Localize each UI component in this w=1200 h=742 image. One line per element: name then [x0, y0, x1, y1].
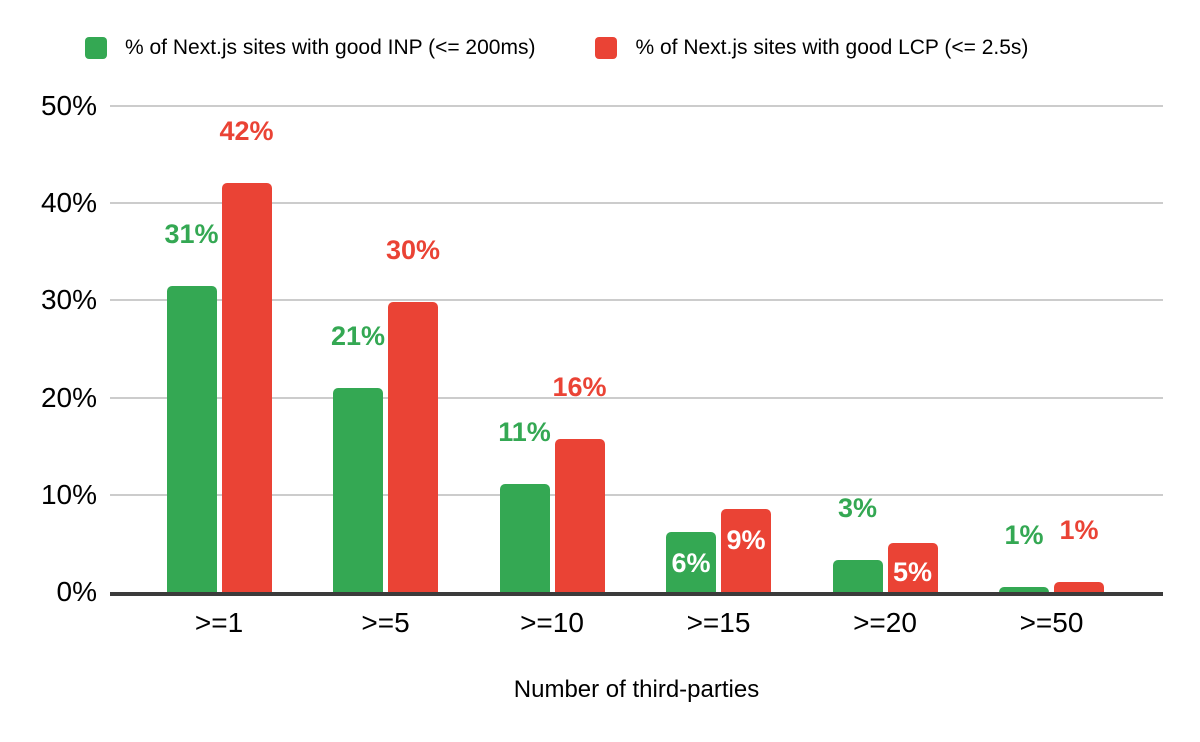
bar-value-label: 1% — [1059, 515, 1099, 546]
bar-value-label: 5% — [892, 557, 933, 587]
x-axis-title: Number of third-parties — [513, 676, 760, 703]
x-tick-label: >=5 — [361, 607, 410, 638]
bar-group->=50: 1% 1% — [999, 106, 1104, 592]
x-axis: >=1 >=5 >=10 >=15 >=20 >=50 — [110, 606, 1163, 640]
y-tick-label: 30% — [40, 284, 97, 316]
bar-lcp->=50 — [1054, 582, 1104, 592]
bar-value-label: 42% — [219, 115, 274, 146]
bar-inp->=50 — [999, 587, 1049, 592]
bar-value-label: 21% — [330, 320, 386, 351]
bar-value-label: 1% — [1004, 520, 1044, 551]
bar-group->=15: 6% 9% — [666, 106, 771, 592]
legend: % of Next.js sites with good INP (<= 200… — [85, 36, 1028, 60]
y-axis: 50% 40% 30% 20% 10% 0% — [0, 92, 97, 606]
gridline — [110, 202, 1163, 205]
x-tick-label: >=15 — [686, 607, 751, 638]
bar-lcp->=5 — [388, 302, 438, 592]
gridline — [110, 493, 1163, 496]
bar-inp->=15 — [666, 531, 716, 592]
bar-value-label: 31% — [164, 218, 219, 249]
bar-lcp->=1 — [221, 182, 272, 592]
bar-lcp->=10 — [554, 439, 605, 592]
y-tick-label: 40% — [40, 187, 97, 219]
x-axis-baseline — [110, 592, 1163, 596]
gridline — [110, 299, 1163, 302]
y-tick-label: 20% — [40, 381, 97, 413]
gridline — [110, 105, 1163, 107]
legend-label-inp: % of Next.js sites with good INP (<= 200… — [125, 36, 536, 59]
y-tick-label: 10% — [40, 478, 97, 510]
bar-value-label: 3% — [837, 492, 878, 523]
y-tick-label: 0% — [56, 576, 97, 607]
bar-lcp->=15 — [721, 509, 771, 592]
bar-value-label: 11% — [498, 417, 551, 448]
bar-group->=10: 11% 16% — [498, 106, 607, 592]
x-tick-label: >=50 — [1019, 607, 1084, 638]
bar-value-label: 9% — [726, 525, 766, 556]
bar-value-label: 30% — [385, 235, 441, 266]
bar-inp->=5 — [333, 387, 383, 592]
x-tick-label: >=1 — [194, 607, 244, 638]
x-tick-label: >=20 — [853, 607, 917, 638]
lcp-series-swatch-icon — [595, 37, 618, 59]
bar-value-label: 16% — [552, 372, 607, 403]
bar-inp->=1 — [166, 285, 217, 592]
bar-lcp->=20 — [887, 543, 938, 592]
bar-value-label: 6% — [671, 547, 711, 578]
x-tick-label: >=10 — [520, 607, 584, 638]
bar-group->=1: 31% 42% — [164, 106, 274, 592]
y-tick-label: 50% — [40, 90, 97, 121]
bar-inp->=10 — [499, 484, 550, 592]
legend-item-inp: % of Next.js sites with good INP (<= 200… — [85, 36, 535, 60]
bar-inp->=20 — [832, 559, 883, 592]
bar-group->=20: 3% 5% — [832, 106, 938, 592]
inp-series-swatch-icon — [85, 37, 107, 59]
plot-area: 31% 42% 21% 30% 11% 16% 6% 9% 3% 5% 1% 1% — [110, 105, 1163, 596]
bar-group->=5: 21% 30% — [330, 106, 441, 592]
gridline — [110, 396, 1163, 399]
legend-label-lcp: % of Next.js sites with good LCP (<= 2.5… — [635, 36, 1029, 59]
legend-item-lcp: % of Next.js sites with good LCP (<= 2.5… — [595, 36, 1028, 60]
